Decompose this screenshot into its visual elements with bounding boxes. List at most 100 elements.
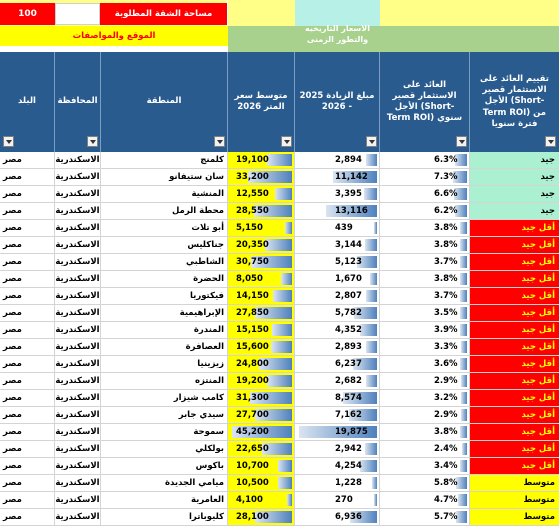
table-row[interactable]: مصر الاسكندرية المنتزه 19,200 2,682 2.9% أقل ج… (0, 373, 559, 390)
roi-data-bar (455, 154, 467, 166)
table-row[interactable]: مصر الاسكندرية الحضرة 8,050 1,670 3.8% أقل جيد (0, 271, 559, 288)
region-cell: كامب شيزار (101, 390, 228, 406)
price-data-bar (255, 307, 292, 319)
area-label-cell: مساحة الشقة المطلوبة (100, 3, 227, 25)
table-row[interactable]: مصر الاسكندرية ميامي الجديدة 10,500 1,228 5.8… (0, 475, 559, 492)
roi-data-bar (461, 375, 467, 387)
table-row[interactable]: مصر الاسكندرية بولكلي 22,650 2,942 2.4% أقل جي… (0, 441, 559, 458)
country-cell: مصر (0, 254, 55, 270)
col-price-filter[interactable] (281, 136, 292, 147)
price-cell: 5,150 (228, 220, 295, 236)
col-increase-filter[interactable] (366, 136, 377, 147)
table-row[interactable]: مصر الاسكندرية كامب شيزار 31,300 8,574 3.2% أق… (0, 390, 559, 407)
region-cell: الإبراهيمية (101, 305, 228, 321)
table-row[interactable]: مصر الاسكندرية فيكتوريا 14,150 2,807 3.7% أقل … (0, 288, 559, 305)
increase-value: 19,875 (335, 427, 368, 437)
rating-cell: أقل جيد (470, 424, 559, 440)
price-cell: 22,650 (228, 441, 295, 457)
increase-cell: 6,237 (295, 356, 380, 372)
roi-data-bar (460, 460, 467, 472)
roi-data-bar (460, 239, 467, 251)
history-header-label: الاسعار التاريخيه والتطور الزمنى (305, 24, 370, 44)
table-row[interactable]: مصر الاسكندرية جناكليس 20,350 3,144 3.8% أقل ج… (0, 237, 559, 254)
table-row[interactable]: مصر الاسكندرية المندرة 15,150 4,352 3.9% أقل ج… (0, 322, 559, 339)
price-cell: 14,150 (228, 288, 295, 304)
price-data-bar (275, 188, 292, 200)
region-cell: كلمنج (101, 152, 228, 168)
col-header-rating: تقييم العائد على الاستثمار قصير الأجل (S… (470, 52, 559, 152)
price-cell: 15,150 (228, 322, 295, 338)
increase-cell: 8,574 (295, 390, 380, 406)
table-row[interactable]: مصر الاسكندرية العامرية 4,100 270 4.7% متوسط (0, 492, 559, 509)
roi-value: 5.8% (434, 478, 458, 488)
increase-cell: 2,893 (295, 339, 380, 355)
roi-cell: 5.8% (380, 475, 470, 491)
roi-cell: 3.8% (380, 237, 470, 253)
price-value: 8,050 (236, 274, 263, 284)
increase-cell: 1,228 (295, 475, 380, 491)
rating-cell: جيد (470, 186, 559, 202)
table-row[interactable]: مصر الاسكندرية أبو تلات 5,150 439 3.8% أقل جيد (0, 220, 559, 237)
col-country-filter[interactable] (3, 136, 14, 147)
region-cell: أبو تلات (101, 220, 228, 236)
rating-cell: أقل جيد (470, 254, 559, 270)
increase-cell: 7,162 (295, 407, 380, 423)
region-cell: سان ستيفانو (101, 169, 228, 185)
country-cell: مصر (0, 373, 55, 389)
table-row[interactable]: مصر الاسكندرية كليوباترا 28,100 6,936 5.7% متو… (0, 509, 559, 526)
region-cell: محطة الرمل (101, 203, 228, 219)
table-row[interactable]: مصر الاسكندرية الإبراهيمية 27,850 5,782 3.5% أ… (0, 305, 559, 322)
price-cell: 10,500 (228, 475, 295, 491)
roi-value: 2.4% (434, 444, 458, 454)
roi-cell: 7.3% (380, 169, 470, 185)
table-row[interactable]: مصر الاسكندرية باكوس 10,700 4,254 3.4% أقل جيد (0, 458, 559, 475)
governorate-cell: الاسكندرية (55, 186, 101, 202)
increase-value: 2,894 (335, 155, 362, 165)
table-row[interactable]: مصر الاسكندرية محطة الرمل 28,550 13,116 6.2% ج… (0, 203, 559, 220)
country-cell: مصر (0, 458, 55, 474)
table-row[interactable]: مصر الاسكندرية المنشية 12,550 3,395 6.6% جيد (0, 186, 559, 203)
rating-cell: جيد (470, 203, 559, 219)
area-input-cell[interactable] (55, 3, 100, 25)
governorate-cell: الاسكندرية (55, 220, 101, 236)
roi-value: 3.7% (434, 257, 458, 267)
rating-cell: أقل جيد (470, 407, 559, 423)
governorate-cell: الاسكندرية (55, 288, 101, 304)
price-data-bar (287, 494, 292, 506)
country-cell: مصر (0, 356, 55, 372)
table-row[interactable]: مصر الاسكندرية زيزينيا 24,800 6,237 3.6% أقل ج… (0, 356, 559, 373)
roi-data-bar (453, 171, 467, 183)
table-row[interactable]: مصر الاسكندرية العصافرة 15,600 2,893 3.3% أقل … (0, 339, 559, 356)
roi-data-bar (460, 222, 467, 234)
governorate-cell: الاسكندرية (55, 254, 101, 270)
col-header-increase-label: مبلغ الزيادة 2025 - 2026 (299, 90, 375, 112)
increase-value: 2,682 (335, 376, 362, 386)
roi-data-bar (458, 494, 467, 506)
col-governorate-filter[interactable] (87, 136, 98, 147)
table-row[interactable]: مصر الاسكندرية الشاطبي 30,750 5,123 3.7% أقل ج… (0, 254, 559, 271)
col-header-roi: العائد على الاستثمار قصير الأجل (Short-T… (380, 52, 470, 152)
roi-data-bar (460, 426, 467, 438)
table-row[interactable]: مصر الاسكندرية كلمنج 19,100 2,894 6.3% جيد (0, 152, 559, 169)
increase-data-bar (366, 154, 377, 166)
roi-value: 3.9% (434, 325, 458, 335)
table-row[interactable]: مصر الاسكندرية سموحة 45,200 19,875 3.8% أقل جي… (0, 424, 559, 441)
col-roi-filter[interactable] (456, 136, 467, 147)
price-value: 27,850 (236, 308, 269, 318)
price-data-bar (265, 239, 292, 251)
area-value-cell[interactable]: 100 (0, 3, 55, 25)
increase-value: 3,144 (335, 240, 362, 250)
roi-cell: 6.3% (380, 152, 470, 168)
col-header-rating-label: تقييم العائد على الاستثمار قصير الأجل (S… (480, 74, 549, 129)
increase-value: 11,142 (335, 172, 368, 182)
col-rating-filter[interactable] (545, 136, 556, 147)
roi-value: 3.5% (434, 308, 458, 318)
roi-value: 2.9% (434, 410, 458, 420)
table-row[interactable]: مصر الاسكندرية سان ستيفانو 33,200 11,142 7.3%… (0, 169, 559, 186)
history-header-top2 (380, 0, 559, 26)
col-region-filter[interactable] (214, 136, 225, 147)
price-cell: 15,600 (228, 339, 295, 355)
table-row[interactable]: مصر الاسكندرية سيدي جابر 27,700 7,162 2.9% أقل… (0, 407, 559, 424)
history-header (228, 26, 559, 52)
price-data-bar (272, 324, 292, 336)
